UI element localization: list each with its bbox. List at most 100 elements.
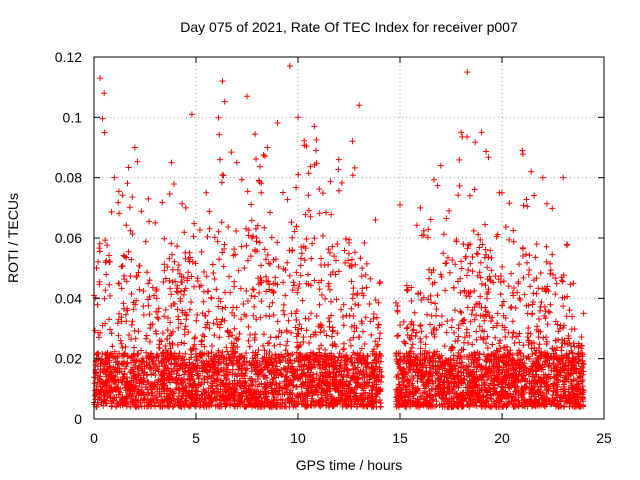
data-point	[274, 318, 281, 325]
data-point	[250, 312, 257, 319]
data-point	[307, 163, 314, 170]
data-point	[467, 318, 474, 325]
data-point	[494, 231, 501, 238]
data-point	[409, 341, 416, 348]
data-point	[117, 385, 124, 392]
data-point	[178, 339, 185, 346]
data-point	[243, 350, 250, 357]
data-point	[523, 259, 530, 266]
data-point	[254, 222, 261, 229]
data-point	[142, 238, 149, 245]
data-point	[104, 242, 111, 249]
data-point	[169, 266, 176, 273]
data-point	[182, 323, 189, 330]
data-point	[571, 326, 578, 333]
data-point	[533, 241, 540, 248]
data-point	[515, 278, 522, 285]
data-point	[175, 324, 182, 331]
data-point	[298, 325, 305, 332]
data-point	[203, 273, 210, 280]
data-point	[166, 255, 173, 262]
data-points	[91, 63, 587, 410]
data-point	[252, 225, 259, 232]
data-point	[553, 280, 560, 287]
data-point	[316, 185, 323, 192]
data-point	[456, 156, 463, 163]
data-point	[476, 269, 483, 276]
data-point	[410, 350, 417, 357]
data-point	[482, 246, 489, 253]
data-point	[481, 254, 488, 261]
data-point	[222, 304, 229, 311]
data-point	[181, 326, 188, 333]
data-point	[359, 265, 366, 272]
data-point	[243, 242, 250, 249]
data-point	[376, 335, 383, 342]
data-point	[247, 253, 254, 260]
data-point	[525, 330, 532, 337]
data-point	[226, 273, 233, 280]
data-point	[122, 343, 129, 350]
data-point	[174, 282, 181, 289]
data-point	[549, 251, 556, 258]
data-point	[129, 230, 136, 237]
data-point	[464, 245, 471, 252]
data-point	[151, 292, 158, 299]
data-point	[515, 377, 522, 384]
data-point	[115, 332, 122, 339]
data-point	[495, 276, 502, 283]
data-point	[543, 200, 550, 207]
data-point	[340, 340, 347, 347]
data-point	[125, 248, 132, 255]
data-point	[154, 308, 161, 315]
data-point	[525, 325, 532, 332]
data-point	[145, 296, 152, 303]
data-point	[96, 334, 103, 341]
data-point	[277, 396, 284, 403]
data-point	[145, 280, 152, 287]
data-point	[185, 329, 192, 336]
data-point	[448, 324, 455, 331]
data-point	[174, 243, 181, 250]
data-point	[563, 313, 570, 320]
data-point	[329, 243, 336, 250]
data-point	[499, 263, 506, 270]
data-point	[418, 370, 425, 377]
data-point	[485, 154, 492, 161]
data-point	[311, 376, 318, 383]
data-point	[302, 211, 309, 218]
data-point	[463, 326, 470, 333]
data-point	[351, 164, 358, 171]
data-point	[413, 222, 420, 229]
data-point	[205, 350, 212, 357]
data-point	[106, 359, 113, 366]
data-point	[544, 373, 551, 380]
data-point	[451, 307, 458, 314]
data-point	[231, 246, 238, 253]
data-point	[260, 331, 267, 338]
data-point	[295, 285, 302, 292]
data-point	[181, 340, 188, 347]
data-point	[95, 329, 102, 336]
data-point	[444, 254, 451, 261]
data-point	[417, 345, 424, 352]
data-point	[248, 217, 255, 224]
data-point	[307, 213, 314, 220]
data-point	[115, 199, 122, 206]
data-point	[208, 295, 215, 302]
data-point	[441, 343, 448, 350]
data-point	[578, 333, 585, 340]
data-point	[531, 277, 538, 284]
data-point	[358, 360, 365, 367]
data-point	[316, 301, 323, 308]
data-point	[228, 351, 235, 358]
data-point	[211, 234, 218, 241]
data-point	[180, 291, 187, 298]
data-point	[417, 339, 424, 346]
data-point	[440, 231, 447, 238]
data-point	[281, 311, 288, 318]
data-point	[293, 308, 300, 315]
data-point	[453, 238, 460, 245]
data-point	[209, 261, 216, 268]
data-point	[146, 366, 153, 373]
